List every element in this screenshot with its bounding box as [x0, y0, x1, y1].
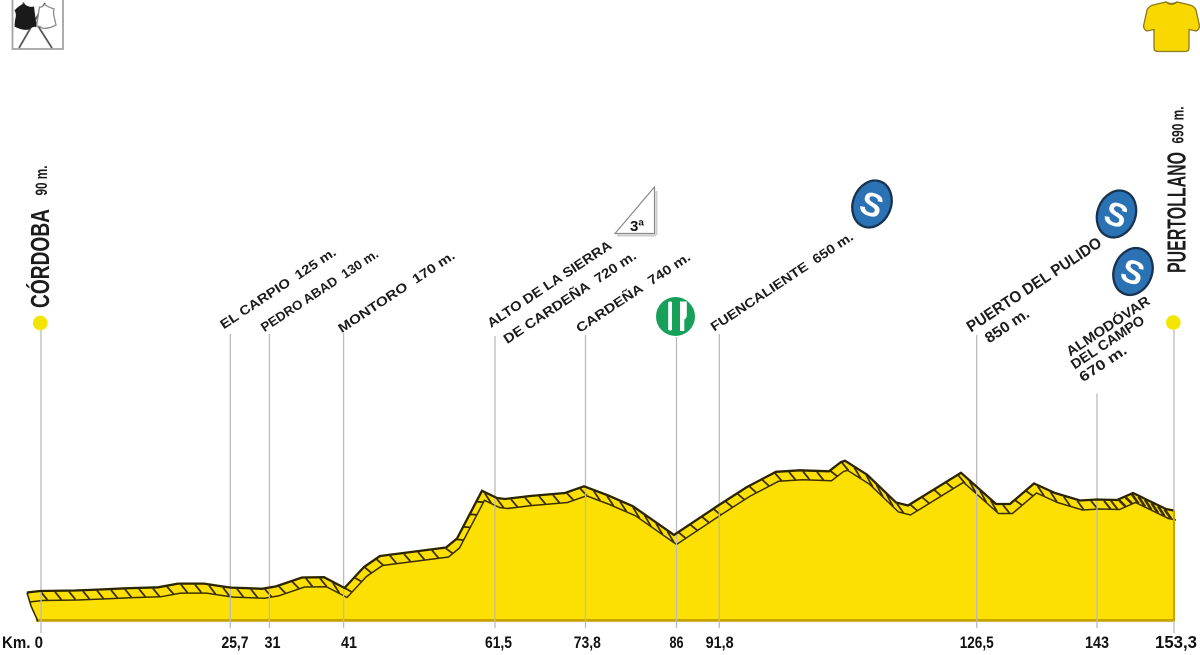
svg-text:126,5: 126,5 [960, 634, 994, 652]
svg-text:690 m.: 690 m. [1169, 107, 1188, 144]
svg-text:73,8: 73,8 [574, 634, 601, 652]
svg-text:61,5: 61,5 [485, 634, 512, 652]
svg-text:CÓRDOBA: CÓRDOBA [25, 209, 55, 308]
svg-text:86: 86 [670, 634, 684, 652]
svg-text:91,8: 91,8 [706, 634, 734, 652]
svg-text:25,7: 25,7 [222, 634, 249, 652]
svg-text:3ª: 3ª [630, 218, 644, 235]
svg-text:143: 143 [1085, 634, 1109, 652]
svg-text:153,3: 153,3 [1155, 632, 1197, 652]
svg-text:90 m.: 90 m. [32, 166, 51, 196]
svg-text:PUERTOLLANO: PUERTOLLANO [1162, 152, 1192, 273]
svg-text:Km. 0: Km. 0 [2, 634, 43, 652]
svg-text:41: 41 [341, 634, 357, 652]
svg-text:31: 31 [265, 634, 281, 652]
